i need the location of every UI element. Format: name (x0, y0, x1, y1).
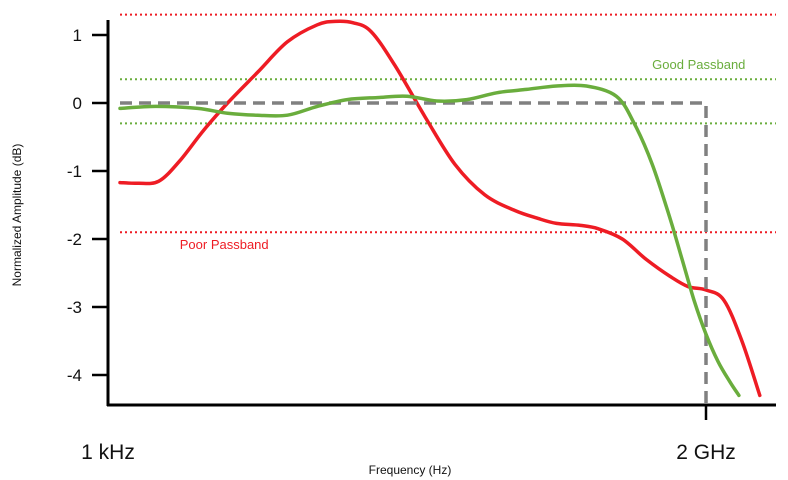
y-tick-label: -2 (67, 230, 82, 249)
x-tick-label: 1 kHz (81, 441, 135, 464)
y-tick-label: -1 (67, 162, 82, 181)
series-layer (118, 19, 762, 406)
reference-lines (120, 13, 776, 234)
y-tick-label: 0 (73, 94, 82, 113)
y-tick-label: 1 (73, 26, 82, 45)
annotation-1: Poor Passband (180, 237, 269, 252)
series-line-green (118, 83, 741, 398)
annotations: Good Passband Poor Passband (180, 57, 746, 252)
y-axis-title: Normalized Amplitude (dB) (10, 144, 24, 287)
x-axis-title: Frequency (Hz) (369, 463, 452, 477)
x-ticks: 1 kHz 2 GHz (81, 405, 736, 464)
series-line-red (118, 19, 762, 398)
y-tick-label: -4 (67, 366, 82, 385)
y-tick-label: -3 (67, 298, 82, 317)
axes (106, 20, 776, 407)
y-ticks: 1 0 -1 -2 -3 -4 (67, 26, 108, 385)
x-tick-label: 2 GHz (676, 441, 736, 464)
series-line-ideal (120, 101, 708, 406)
annotation-0: Good Passband (652, 57, 745, 72)
